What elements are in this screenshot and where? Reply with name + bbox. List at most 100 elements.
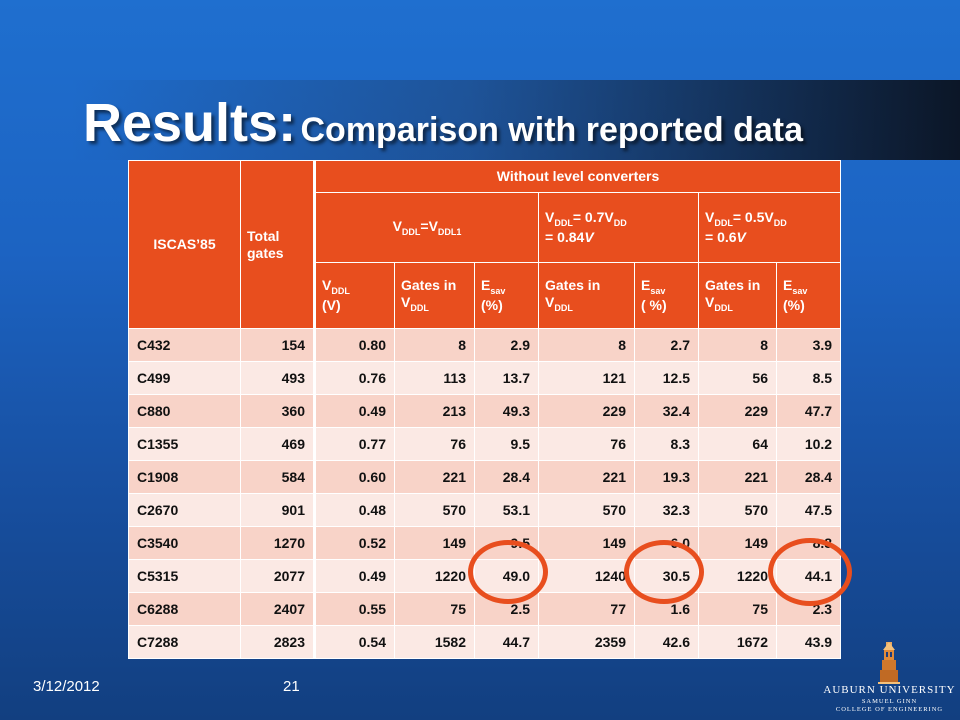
table-cell: 56 — [698, 361, 777, 395]
table-cell: 10.2 — [775, 427, 842, 461]
table-cell: 113 — [394, 361, 475, 395]
table-cell: 76 — [394, 427, 475, 461]
table-cell: 2077 — [240, 559, 315, 593]
table-cell: 47.5 — [775, 493, 842, 527]
table-row: C499 493 0.76 113 13.7 121 12.5 56 8.5 — [128, 361, 842, 395]
table-cell: 1270 — [240, 526, 315, 560]
table-cell: 28.4 — [474, 460, 539, 494]
table-cell: 570 — [698, 493, 777, 527]
slide-title: Results: Comparison with reported data — [83, 92, 803, 154]
header-vddl-v: VDDL (V) — [313, 262, 395, 329]
table-cell: 0.49 — [313, 394, 395, 428]
table-row: C3540 1270 0.52 149 9.5 149 6.0 149 8.8 — [128, 526, 842, 560]
table-cell: 19.3 — [634, 460, 699, 494]
table-cell: 8 — [394, 328, 475, 362]
table-cell: 53.1 — [474, 493, 539, 527]
table-cell: 149 — [394, 526, 475, 560]
table-cell: 1240 — [538, 559, 635, 593]
table-cell: C5315 — [128, 559, 241, 593]
table-cell: 8.3 — [634, 427, 699, 461]
header-esav-1: Esav (%) — [474, 262, 539, 329]
table-cell: 493 — [240, 361, 315, 395]
table-row: C880 360 0.49 213 49.3 229 32.4 229 47.7 — [128, 394, 842, 428]
table-cell: 221 — [538, 460, 635, 494]
tower-icon — [878, 642, 900, 684]
table-row: C1355 469 0.77 76 9.5 76 8.3 64 10.2 — [128, 427, 842, 461]
header-total-gates: Total gates — [240, 160, 315, 329]
header-without-level-converters: Without level converters — [312, 160, 842, 193]
table-cell: 32.3 — [634, 493, 699, 527]
header-group-vddl1: VDDL=VDDL1 — [313, 192, 539, 263]
table-cell: 0.60 — [313, 460, 395, 494]
table-cell: C6288 — [128, 592, 241, 626]
table-cell: 1220 — [394, 559, 475, 593]
table-cell: 44.7 — [474, 625, 539, 659]
table-row: C7288 2823 0.54 1582 44.7 2359 42.6 1672 43.9 — [128, 625, 842, 659]
table-cell: C1355 — [128, 427, 241, 461]
table-cell: 0.77 — [313, 427, 395, 461]
table-cell: 2.7 — [634, 328, 699, 362]
table-cell: 2.9 — [474, 328, 539, 362]
table-cell: 2359 — [538, 625, 635, 659]
table-cell: 0.80 — [313, 328, 395, 362]
table-cell: 0.54 — [313, 625, 395, 659]
logo-line3: COLLEGE OF ENGINEERING — [835, 706, 944, 713]
table-cell: C1908 — [128, 460, 241, 494]
table-cell: C3540 — [128, 526, 241, 560]
header-iscas: ISCAS’85 — [128, 160, 241, 329]
table-cell: C432 — [128, 328, 241, 362]
table-cell: 2407 — [240, 592, 315, 626]
table-cell: 47.7 — [775, 394, 842, 428]
table-cell: 76 — [538, 427, 635, 461]
highlight-circle-esav-3 — [768, 538, 852, 606]
table-cell: 149 — [538, 526, 635, 560]
table-cell: 0.52 — [313, 526, 395, 560]
table-cell: 570 — [394, 493, 475, 527]
table-cell: 32.4 — [634, 394, 699, 428]
header-group-07vdd: VDDL= 0.7VDD = 0.84V — [538, 192, 699, 263]
table-cell: 584 — [240, 460, 315, 494]
table-row: C432 154 0.80 8 2.9 8 2.7 8 3.9 — [128, 328, 842, 362]
table-cell: 49.3 — [474, 394, 539, 428]
table-row: C1908 584 0.60 221 28.4 221 19.3 221 28.4 — [128, 460, 842, 494]
table-cell: 1672 — [698, 625, 777, 659]
highlight-circle-esav-1 — [468, 540, 548, 604]
table-cell: C880 — [128, 394, 241, 428]
table-cell: 3.9 — [775, 328, 842, 362]
logo-line2: SAMUEL GINN — [861, 698, 918, 705]
title-sub: Comparison with reported data — [300, 111, 804, 149]
header-gates-vddl-2: Gates in VDDL — [538, 262, 635, 329]
table-cell: 1582 — [394, 625, 475, 659]
table-cell: 77 — [538, 592, 635, 626]
table-cell: 75 — [394, 592, 475, 626]
table-cell: 0.48 — [313, 493, 395, 527]
table-row: C2670 901 0.48 570 53.1 570 32.3 570 47.5 — [128, 493, 842, 527]
table-body: C432 154 0.80 8 2.9 8 2.7 8 3.9 C499 493 0.76 113 13.… — [128, 328, 842, 659]
table-cell: 12.5 — [634, 361, 699, 395]
table-cell: 229 — [698, 394, 777, 428]
title-main: Results: — [83, 93, 297, 153]
table-cell: 8 — [698, 328, 777, 362]
table-cell: 0.55 — [313, 592, 395, 626]
header-esav-3: Esav (%) — [775, 262, 842, 329]
header-esav-2: Esav( %) — [634, 262, 699, 329]
table-cell: 213 — [394, 394, 475, 428]
table-cell: 121 — [538, 361, 635, 395]
auburn-logo: AUBURN UNIVERSITY SAMUEL GINN COLLEGE OF… — [822, 640, 957, 718]
table-cell: 64 — [698, 427, 777, 461]
table-cell: 13.7 — [474, 361, 539, 395]
table-cell: 1220 — [698, 559, 777, 593]
table-cell: 28.4 — [775, 460, 842, 494]
table-cell: 8 — [538, 328, 635, 362]
header-gates-vddl-1: Gates in VDDL — [394, 262, 475, 329]
table-cell: 2823 — [240, 625, 315, 659]
logo-university: AUBURN UNIVERSITY — [823, 684, 956, 696]
table-cell: C2670 — [128, 493, 241, 527]
header-group-05vdd: VDDL= 0.5VDD = 0.6V — [697, 192, 842, 263]
highlight-circle-esav-2 — [624, 540, 704, 604]
table-cell: 360 — [240, 394, 315, 428]
table-cell: 229 — [538, 394, 635, 428]
page-number: 21 — [283, 678, 300, 695]
results-table: ISCAS’85 Total gates Without level conve… — [128, 160, 842, 659]
table-cell: 221 — [394, 460, 475, 494]
